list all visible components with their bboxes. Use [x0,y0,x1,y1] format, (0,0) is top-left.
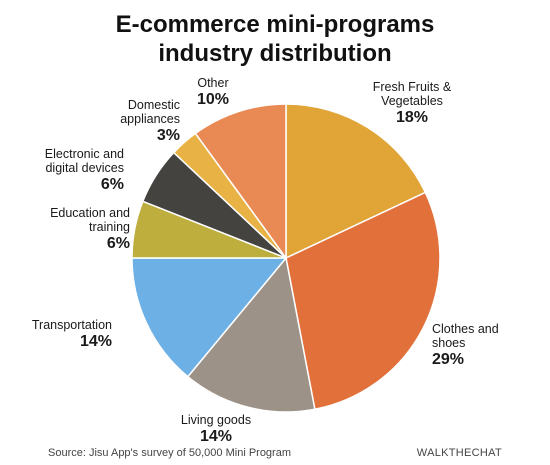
slice-percent: 6% [100,176,124,193]
slice-label-text: Clothes and [432,322,499,336]
slice-label-other: Other 10% [197,76,229,109]
slice-percent: 10% [196,91,230,108]
slice-percent: 6% [106,235,130,252]
source-note: Source: Jisu App's survey of 50,000 Mini… [48,447,291,459]
slice-percent: 3% [156,127,180,144]
brand-mark: WALKTHECHAT [416,447,502,459]
slice-label-text: appliances [120,112,180,126]
slice-label-text: Electronic and [44,147,124,161]
slice-label-living-goods: Living goods 14% [181,413,251,446]
slice-other [194,103,287,259]
slice-living-goods [187,257,316,413]
slice-label-text: Other [197,76,229,90]
chart-title: E-commerce mini-programs industry distri… [0,10,550,68]
slice-percent: 18% [395,109,429,126]
slice-label-text: Transportation [31,318,112,332]
slice-label-education-and-training: Education and training 6% [50,206,130,253]
slice-label-electronic-and-digital-devices: Electronic and digital devices 6% [45,147,124,194]
chart-title-line-1: E-commerce mini-programs [115,11,435,38]
slice-label-text: Living goods [180,413,252,427]
slice-percent: 29% [432,351,465,368]
slice-percent: 14% [79,333,112,350]
slice-label-text: shoes [432,336,466,350]
slice-label-text: Fresh Fruits & [372,80,452,94]
slice-label-fresh-fruits-vegetables: Fresh Fruits & Vegetables 18% [373,80,452,127]
slice-percent: 14% [199,428,233,445]
slice-label-text: Vegetables [381,94,443,108]
chart-title-line-2: industry distribution [158,40,392,67]
slice-label-text: Domestic [127,98,180,112]
slice-fresh-fruits-vegetables [285,103,427,259]
slice-label-clothes-and-shoes: Clothes and shoes 29% [432,322,499,369]
slice-clothes-and-shoes [285,191,441,411]
slice-label-text: digital devices [45,161,124,175]
slice-label-text: Education and [50,206,130,220]
slice-label-domestic-appliances: Domestic appliances 3% [120,98,180,145]
slice-label-transportation: Transportation 14% [32,318,112,351]
slice-transportation [131,257,287,378]
slice-label-text: training [89,220,130,234]
